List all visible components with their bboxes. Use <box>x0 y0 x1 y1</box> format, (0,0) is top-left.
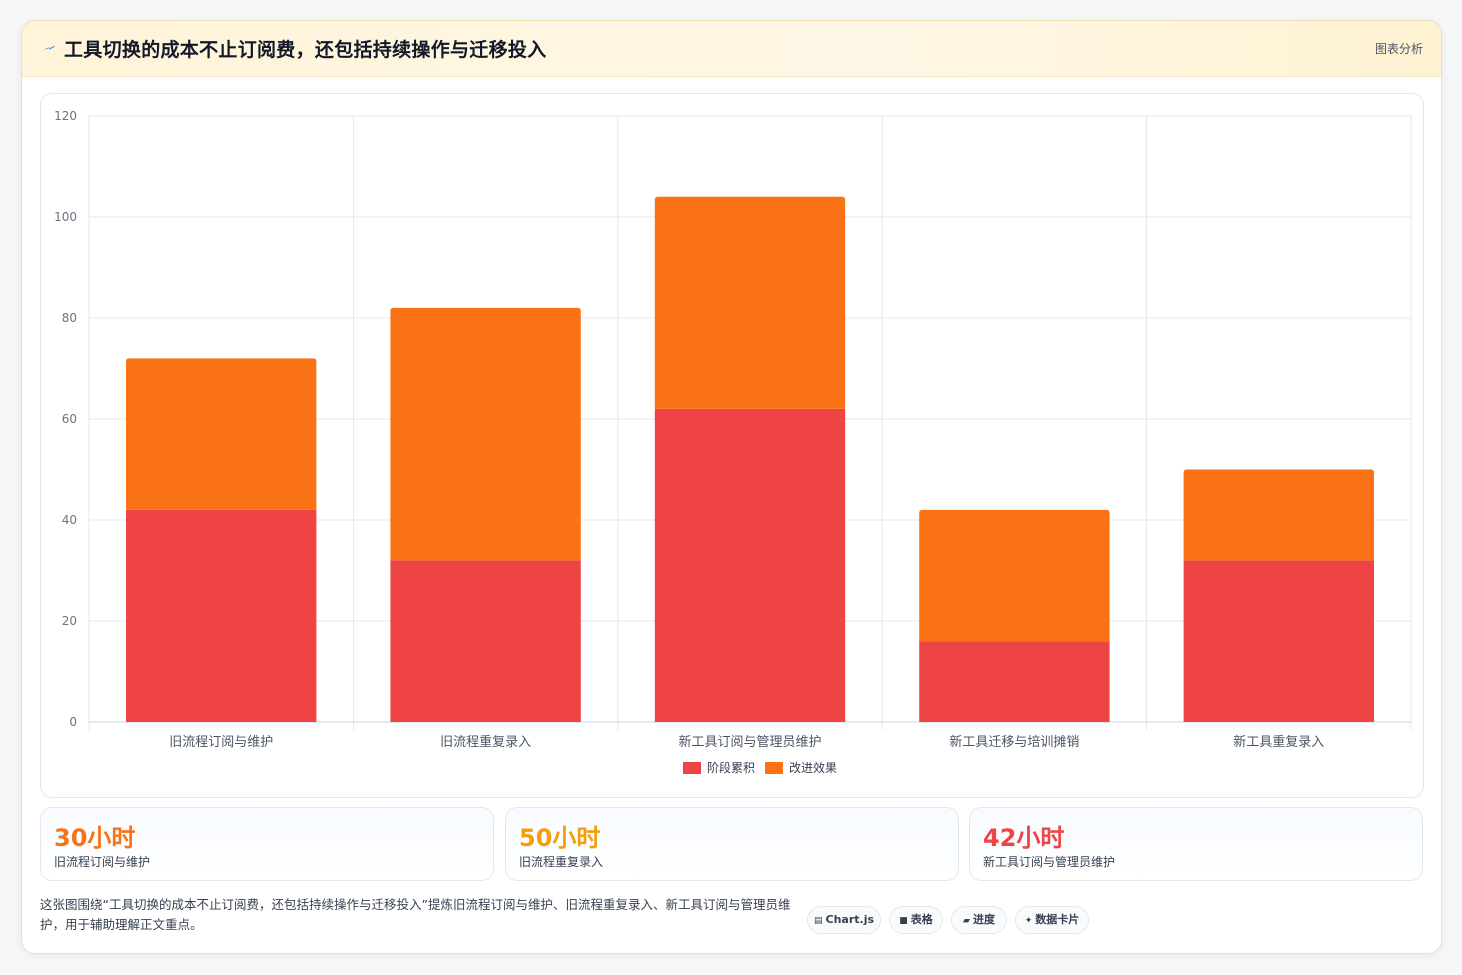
bar-segment <box>654 408 846 722</box>
chart-icon: ▤ <box>813 916 823 926</box>
tag-progress[interactable]: ▰ 进度 <box>951 906 1007 934</box>
bar-segment <box>1183 560 1374 722</box>
x-tick-label: 新工具订阅与管理员维护 <box>678 734 821 750</box>
page-title: 工具切换的成本不止订阅费，还包括持续操作与迁移投入 <box>64 39 547 61</box>
stat-cards: 30小时 旧流程订阅与维护 50小时 旧流程重复录入 42小时 新工具订阅与管理… <box>40 807 1423 881</box>
x-tick-label: 新工具迁移与培训摊销 <box>949 734 1079 750</box>
lightning-icon <box>44 46 55 50</box>
y-tick-label: 60 <box>62 412 77 426</box>
y-tick-label: 80 <box>62 311 77 325</box>
chart-container: 0 20 40 60 80 100 120 旧流程订阅与维护 旧流程重复录入 新工具订阅与管理员维… <box>40 93 1424 798</box>
stat-label: 旧流程重复录入 <box>519 855 604 869</box>
chart-analysis-label: 图表分析 <box>1374 42 1423 56</box>
progress-icon: ▰ <box>963 916 970 926</box>
chart-card: 工具切换的成本不止订阅费，还包括持续操作与迁移投入 图表分析 0 20 40 60 80… <box>21 20 1442 954</box>
legend-label: 阶段累积 <box>707 760 755 775</box>
table-icon: ■ <box>899 916 908 926</box>
legend-swatch <box>765 762 783 774</box>
tag-data-card[interactable]: ✦ 数据卡片 <box>1015 906 1089 934</box>
y-tick-label: 0 <box>69 715 77 729</box>
stat-card: 50小时 旧流程重复录入 <box>505 807 959 881</box>
bar-segment <box>390 307 581 561</box>
card-header: 工具切换的成本不止订阅费，还包括持续操作与迁移投入 图表分析 <box>22 21 1441 77</box>
y-tick-label: 40 <box>62 513 77 527</box>
stat-card: 30小时 旧流程订阅与维护 <box>40 807 494 881</box>
bar-segment <box>390 560 581 722</box>
tag-chartjs[interactable]: ▤ Chart.js <box>807 906 881 934</box>
legend-label: 改进效果 <box>789 760 837 775</box>
x-tick-label: 新工具重复录入 <box>1233 734 1324 750</box>
tag-label: 数据卡片 <box>1035 913 1080 926</box>
bar-segment <box>919 641 1110 722</box>
sparkle-icon: ✦ <box>1024 916 1033 926</box>
x-tick-label: 旧流程重复录入 <box>440 734 531 750</box>
bar-segment <box>919 509 1110 642</box>
tag-label: 表格 <box>910 913 933 926</box>
stat-card: 42小时 新工具订阅与管理员维护 <box>969 807 1423 881</box>
stat-value: 50小时 <box>519 824 601 852</box>
y-tick-label: 120 <box>54 109 77 123</box>
chart-description: 这张图围绕“工具切换的成本不止订阅费，还包括持续操作与迁移投入”提炼旧流程订阅与… <box>40 897 791 932</box>
tag-table[interactable]: ■ 表格 <box>889 906 943 934</box>
x-tick-label: 旧流程订阅与维护 <box>169 735 273 750</box>
bar-segment <box>126 358 317 510</box>
bar-segment <box>126 509 317 722</box>
stat-value: 30小时 <box>54 824 136 852</box>
stat-label: 旧流程订阅与维护 <box>54 855 151 869</box>
legend-swatch <box>683 762 701 774</box>
bar-segment <box>654 196 846 409</box>
stat-label: 新工具订阅与管理员维护 <box>983 855 1116 869</box>
bar-segment <box>1183 469 1374 561</box>
tag-label: Chart.js <box>825 913 875 926</box>
tag-label: 进度 <box>972 913 995 926</box>
y-tick-label: 100 <box>54 210 77 224</box>
stat-value: 42小时 <box>983 824 1065 852</box>
y-tick-label: 20 <box>62 614 77 628</box>
stacked-bar-chart: 0 20 40 60 80 100 120 旧流程订阅与维护 旧流程重复录入 新工具订阅与管理员维… <box>54 109 1412 775</box>
